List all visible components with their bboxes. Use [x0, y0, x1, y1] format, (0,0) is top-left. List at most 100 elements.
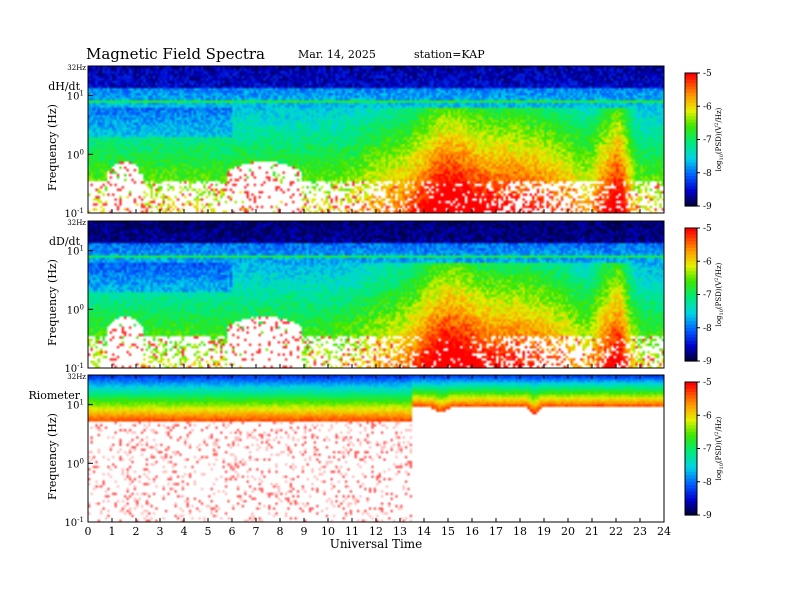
colorbar-segment [685, 485, 697, 489]
x-tick-label: 22 [609, 525, 623, 538]
colorbar-label: log10(PSD)(V2/Hz) [714, 416, 725, 480]
colorbar-segment [685, 189, 697, 194]
colorbar-segment [685, 511, 697, 516]
colorbar-segment [685, 99, 697, 104]
colorbar-segment [685, 202, 697, 207]
x-tick-label: 12 [369, 525, 383, 538]
colorbar-segment [685, 237, 697, 242]
colorbar-segment [685, 129, 697, 134]
colorbar-segment [685, 331, 697, 335]
colorbar-segment [685, 347, 697, 352]
colorbar-segment [685, 307, 697, 312]
x-tick-label: 1 [109, 525, 116, 538]
colorbar-segment [685, 231, 697, 236]
colorbar-tick-label: -6 [703, 257, 712, 267]
colorbar-segment [685, 119, 697, 124]
colorbar-segment [685, 142, 697, 147]
x-tick-label: 4 [181, 525, 188, 538]
colorbar-segment [685, 401, 697, 406]
x-tick-label: 21 [585, 525, 599, 538]
colorbar-segment [685, 106, 697, 111]
colorbar-segment [685, 421, 697, 426]
colorbar-segment [685, 182, 697, 187]
colorbar-segment [685, 455, 697, 460]
colorbar-tick-label: -9 [703, 511, 712, 521]
colorbar-segment [685, 274, 697, 279]
x-tick-label: 13 [393, 525, 407, 538]
panel-label: Riometer [28, 389, 80, 402]
colorbar-segment [685, 73, 697, 77]
x-tick-label: 5 [205, 525, 212, 538]
colorbar-tick-label: -6 [703, 102, 712, 112]
x-tick-label: 24 [657, 525, 671, 538]
colorbar-segment [685, 146, 697, 151]
x-tick-label: 2 [133, 525, 140, 538]
x-tick-label: 6 [229, 525, 236, 538]
colorbar-segment [685, 344, 697, 349]
colorbar-segment [685, 281, 697, 286]
x-tick-label: 19 [537, 525, 551, 538]
colorbar-segment [685, 458, 697, 463]
colorbar: -5 -6 -7 -8 -9 log10(PSD)(V2/Hz) [684, 378, 725, 521]
colorbar-segment [685, 261, 697, 266]
colorbar-segment [685, 139, 697, 144]
colorbar-segment [685, 172, 697, 177]
colorbar-segment [685, 169, 697, 174]
colorbar-segment [685, 428, 697, 433]
x-tick-label: 15 [441, 525, 455, 538]
colorbar-segment [685, 468, 697, 473]
colorbar-segment [685, 166, 697, 171]
colorbar-segment [685, 234, 697, 239]
colorbar-tick-label: -8 [703, 478, 712, 488]
colorbar-segment [685, 228, 697, 232]
colorbar-segment [685, 86, 697, 91]
colorbar-segment [685, 179, 697, 184]
figure-station: station=KAP [414, 48, 485, 61]
colorbar-segment [685, 186, 697, 190]
colorbar-segment [685, 508, 697, 513]
colorbar-segment [685, 501, 697, 506]
colorbar-tick-label: -8 [703, 324, 712, 334]
top-frequency-label: 32Hz [67, 219, 86, 227]
y-tick-label: 10-1 [64, 207, 84, 220]
colorbar-segment [685, 284, 697, 289]
colorbar-segment [685, 441, 697, 446]
x-tick-label: 14 [417, 525, 431, 538]
colorbar-segment [685, 498, 697, 503]
colorbar-segment [685, 291, 697, 296]
colorbar-segment [685, 475, 697, 480]
x-tick-label: 17 [489, 525, 503, 538]
colorbar-segment [685, 488, 697, 493]
y-tick-label: 100 [67, 457, 84, 470]
colorbar-segment [685, 254, 697, 259]
y-tick-label: 101 [67, 90, 84, 103]
x-tick-label: 0 [85, 525, 92, 538]
colorbar-segment [685, 267, 697, 272]
colorbar-segment [685, 89, 697, 94]
colorbar-segment [685, 116, 697, 121]
colorbar-segment [685, 451, 697, 456]
colorbar-segment [685, 461, 697, 466]
colorbar-segment [685, 321, 697, 326]
x-tick-label: 7 [253, 525, 260, 538]
colorbar-segment [685, 176, 697, 180]
colorbar-segment [685, 435, 697, 440]
colorbar-segment [685, 79, 697, 84]
colorbar-segment [685, 411, 697, 416]
x-tick-label: 3 [157, 525, 164, 538]
colorbar-segment [685, 327, 697, 332]
colorbar-segment [685, 122, 697, 127]
colorbar-segment [685, 408, 697, 413]
colorbar: -5 -6 -7 -8 -9 log10(PSD)(V2/Hz) [684, 69, 725, 212]
colorbar-segment [685, 431, 697, 436]
top-frequency-label: 32Hz [67, 64, 86, 72]
colorbar-segment [685, 341, 697, 345]
spectrogram-image [88, 375, 664, 522]
colorbar-segment [685, 334, 697, 339]
y-axis-label: Frequency (Hz) [46, 259, 59, 346]
colorbar-segment [685, 491, 697, 496]
y-tick-label: 100 [67, 303, 84, 316]
colorbar-segment [685, 438, 697, 443]
